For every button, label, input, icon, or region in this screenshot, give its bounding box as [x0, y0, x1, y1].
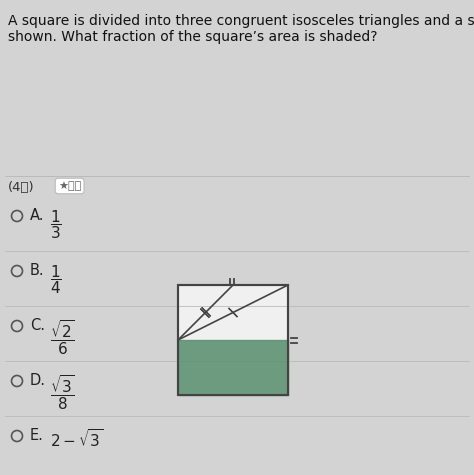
Text: A square is divided into three congruent isosceles triangles and a shaded pentag: A square is divided into three congruent…	[8, 14, 474, 28]
Text: shown. What fraction of the square’s area is shaded?: shown. What fraction of the square’s are…	[8, 30, 377, 44]
Text: ★标记: ★标记	[58, 181, 81, 191]
Text: $\dfrac{1}{3}$: $\dfrac{1}{3}$	[50, 208, 62, 241]
Text: A.: A.	[30, 208, 45, 223]
Text: $\dfrac{\sqrt{3}}{8}$: $\dfrac{\sqrt{3}}{8}$	[50, 373, 75, 412]
Text: $2-\sqrt{3}$: $2-\sqrt{3}$	[50, 428, 103, 450]
Text: $\dfrac{\sqrt{2}}{6}$: $\dfrac{\sqrt{2}}{6}$	[50, 318, 75, 357]
Text: D.: D.	[30, 373, 46, 388]
Text: B.: B.	[30, 263, 45, 278]
Text: E.: E.	[30, 428, 44, 443]
Polygon shape	[178, 285, 288, 395]
Text: (4分): (4分)	[8, 181, 35, 194]
Polygon shape	[178, 340, 288, 395]
Text: $\dfrac{1}{4}$: $\dfrac{1}{4}$	[50, 263, 62, 296]
Text: C.: C.	[30, 318, 45, 333]
